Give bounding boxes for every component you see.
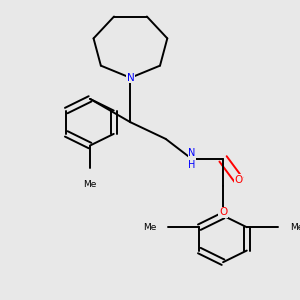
Text: N
H: N H xyxy=(188,148,195,170)
Text: Me: Me xyxy=(142,223,156,232)
Text: O: O xyxy=(235,175,243,185)
Text: O: O xyxy=(219,207,227,217)
Text: Me: Me xyxy=(290,223,300,232)
Text: Me: Me xyxy=(83,180,97,189)
Text: N: N xyxy=(127,73,134,83)
